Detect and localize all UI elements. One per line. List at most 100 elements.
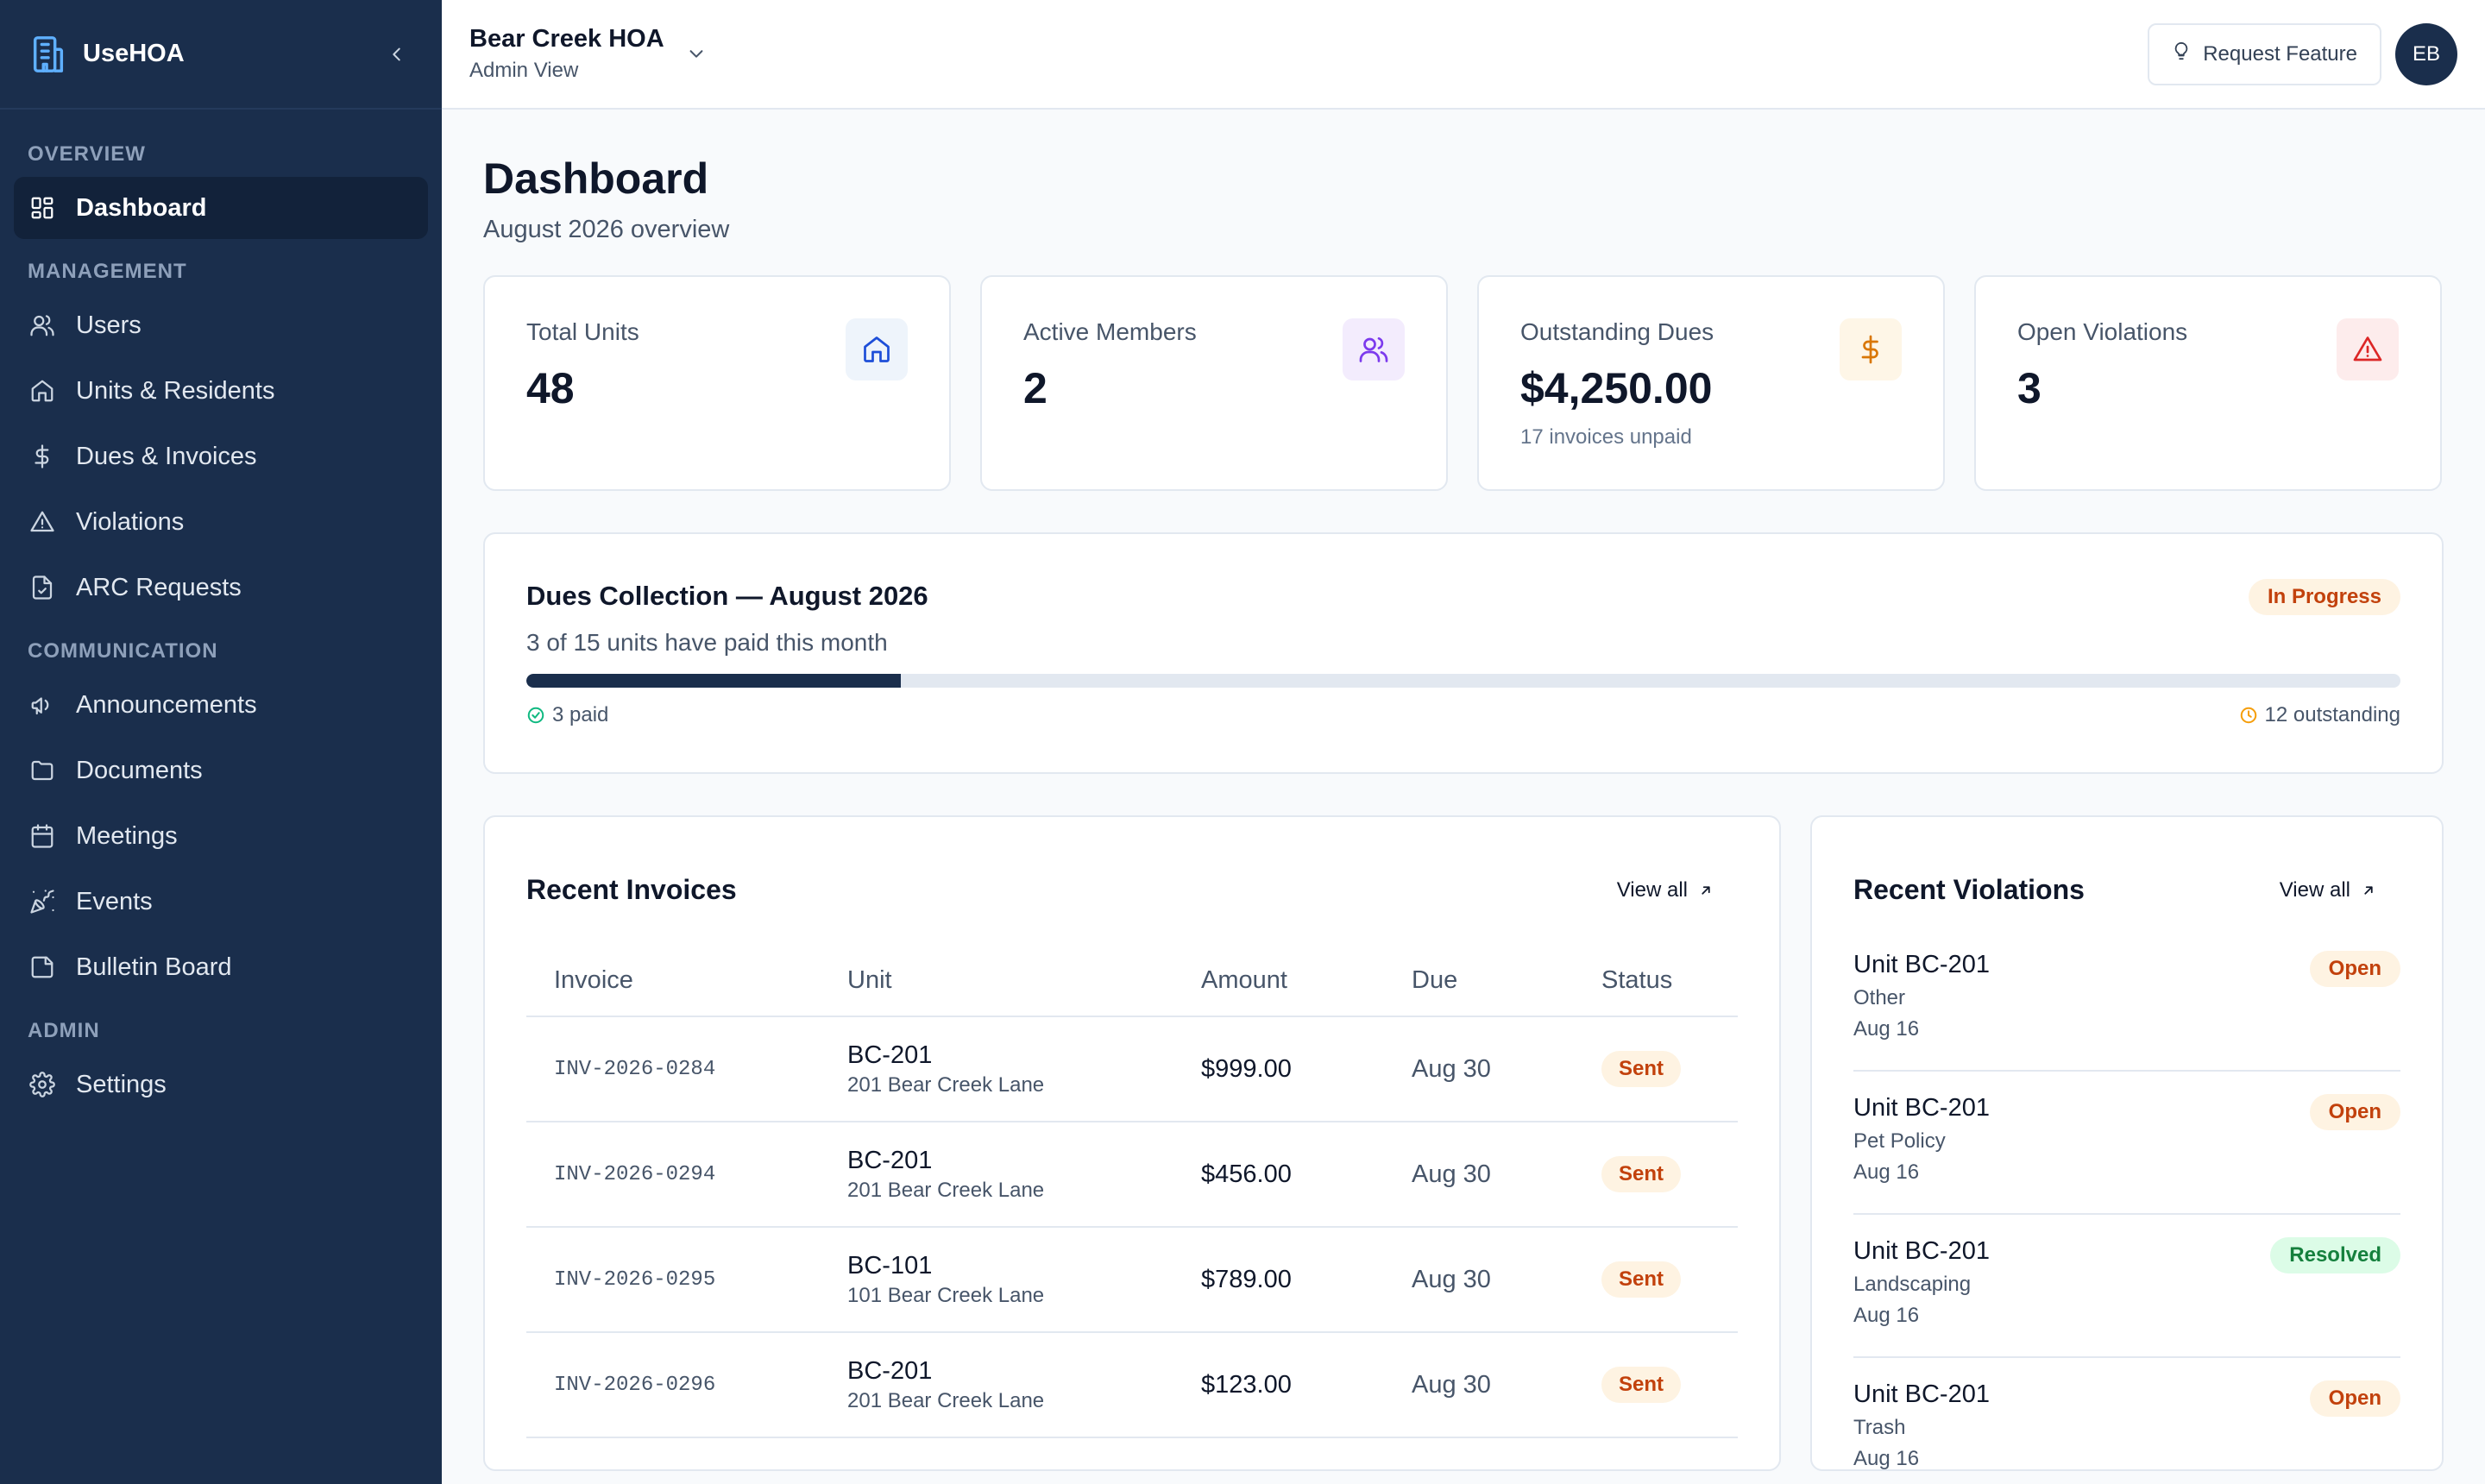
stat-value: 2 (1023, 364, 1047, 412)
view-all-label: View all (1616, 877, 1688, 902)
status-badge: Sent (1601, 1051, 1682, 1087)
collection-title: Dues Collection — August 2026 (526, 581, 928, 611)
column-header-invoice[interactable]: Invoice (526, 946, 820, 1017)
recent-invoices-card: Recent Invoices View all Invoice Unit Amou… (483, 815, 1781, 1471)
column-header-unit[interactable]: Unit (820, 946, 1173, 1017)
sidebar-item-arc-requests[interactable]: ARC Requests (14, 556, 428, 619)
outstanding-label: 12 outstanding (2264, 703, 2400, 726)
check-circle-icon (527, 707, 544, 724)
invoice-id: INV-2026-0284 (554, 1057, 716, 1081)
sidebar-item-meetings[interactable]: Meetings (14, 805, 428, 867)
invoices-view-all-link[interactable]: View all (1617, 878, 1714, 902)
request-feature-label: Request Feature (2203, 41, 2357, 66)
stat-card-outstanding-dues: Outstanding Dues $4,250.00 17 invoices unp… (1477, 275, 1945, 491)
outstanding-indicator: 12 outstanding (2239, 703, 2400, 727)
sidebar-item-dues-and-invoices[interactable]: Dues & Invoices (14, 425, 428, 487)
party-icon (28, 887, 57, 916)
unit-address: 101 Bear Creek Lane (847, 1283, 1045, 1307)
violation-unit: Unit BC-201 (1853, 1237, 1990, 1265)
violation-type: Pet Policy (1853, 1129, 1946, 1153)
stat-label: Active Members (1023, 318, 1197, 345)
calendar-icon (28, 821, 57, 851)
gear-icon (28, 1070, 57, 1099)
lightbulb-icon (2172, 41, 2191, 66)
arrow-up-right-icon (2364, 885, 2373, 895)
sticky-note-icon (28, 953, 57, 982)
list-item[interactable]: Unit BC-201 Pet Policy Aug 16 Open (1853, 1072, 2400, 1215)
sidebar-item-label: Bulletin Board (76, 953, 232, 981)
sidebar-item-label: Meetings (76, 821, 178, 850)
collection-progress-fill (526, 674, 902, 688)
invoice-due-date: Aug 30 (1412, 1160, 1491, 1188)
stat-note: 17 invoices unpaid (1520, 425, 1692, 449)
column-header-amount[interactable]: Amount (1173, 946, 1384, 1017)
unit-code: BC-101 (847, 1251, 933, 1280)
user-avatar[interactable]: EB (2395, 22, 2457, 85)
clock-icon (2240, 707, 2256, 724)
warning-icon (2337, 318, 2399, 380)
sidebar-item-users[interactable]: Users (14, 294, 428, 356)
dues-collection-card: Dues Collection — August 2026 In Progres… (483, 532, 2444, 774)
sidebar-item-dashboard[interactable]: Dashboard (14, 177, 428, 239)
stat-card-active-members: Active Members 2 (980, 275, 1448, 491)
home-icon (846, 318, 908, 380)
unit-code: BC-201 (847, 1356, 933, 1385)
stat-value: $4,250.00 (1520, 364, 1713, 412)
request-feature-button[interactable]: Request Feature (2148, 22, 2381, 85)
invoice-due-date: Aug 30 (1412, 1054, 1491, 1083)
violation-type: Landscaping (1853, 1273, 1972, 1296)
stat-value: 3 (2017, 364, 2041, 412)
sidebar-item-settings[interactable]: Settings (14, 1053, 428, 1116)
sidebar-item-label: Documents (76, 756, 203, 784)
collection-status-badge: In Progress (2248, 579, 2400, 615)
list-item[interactable]: Unit BC-201 Trash Aug 16 Open (1853, 1358, 2400, 1469)
violations-view-all-link[interactable]: View all (2280, 878, 2376, 902)
sidebar-item-label: ARC Requests (76, 573, 242, 601)
invoice-due-date: Aug 30 (1412, 1265, 1491, 1293)
table-row[interactable]: INV-2026-0284 BC-201 201 Bear Creek Lane $9… (526, 1016, 1738, 1122)
stat-card-total-units: Total Units 48 (483, 275, 951, 491)
sidebar-item-bulletin-board[interactable]: Bulletin Board (14, 936, 428, 998)
stat-card-open-violations: Open Violations 3 (1974, 275, 2442, 491)
sidebar-item-documents[interactable]: Documents (14, 739, 428, 802)
sidebar-item-events[interactable]: Events (14, 871, 428, 933)
sidebar-item-label: Users (76, 311, 142, 339)
org-switcher[interactable]: Bear Creek HOA Admin View (469, 25, 706, 83)
violation-unit: Unit BC-201 (1853, 951, 1990, 978)
page-title: Dashboard (483, 154, 709, 203)
sidebar-item-announcements[interactable]: Announcements (14, 674, 428, 736)
violation-type: Trash (1853, 1416, 1906, 1439)
dashboard-icon (28, 193, 57, 223)
status-badge: Open (2309, 1380, 2400, 1417)
stat-label: Outstanding Dues (1520, 318, 1714, 345)
sidebar-item-label: Announcements (76, 690, 257, 719)
sidebar-item-label: Dashboard (76, 193, 207, 222)
list-item[interactable]: Unit BC-201 Other Aug 16 Open (1853, 928, 2400, 1072)
status-badge: Open (2309, 951, 2400, 987)
collapse-sidebar-button[interactable] (380, 37, 414, 72)
column-header-status[interactable]: Status (1574, 946, 1738, 1017)
sidebar-item-units-and-residents[interactable]: Units & Residents (14, 360, 428, 422)
chevron-left-icon (393, 47, 400, 60)
sidebar-item-violations[interactable]: Violations (14, 491, 428, 553)
table-row[interactable]: INV-2026-0296 BC-201 201 Bear Creek Lane $1… (526, 1332, 1738, 1438)
table-row[interactable]: BC-201 (526, 1437, 1738, 1469)
invoice-id: INV-2026-0294 (554, 1162, 716, 1186)
paid-label: 3 paid (552, 703, 609, 726)
invoice-amount: $789.00 (1201, 1265, 1292, 1293)
status-badge: Resolved (2270, 1237, 2400, 1273)
top-header: Bear Creek HOA Admin View Request Featur… (442, 0, 2485, 110)
list-item[interactable]: Unit BC-201 Landscaping Aug 16 Resolved (1853, 1215, 2400, 1358)
chevron-down-icon (687, 44, 706, 67)
invoice-id: INV-2026-0296 (554, 1373, 716, 1397)
megaphone-icon (28, 690, 57, 720)
table-row[interactable]: INV-2026-0295 BC-101 101 Bear Creek Lane $7… (526, 1227, 1738, 1333)
sidebar-nav: OVERVIEW Dashboard MANAGEMENT Users Units & … (0, 110, 442, 1116)
column-header-due[interactable]: Due (1384, 946, 1574, 1017)
sidebar-item-label: Events (76, 887, 153, 915)
stat-label: Total Units (526, 318, 639, 345)
violation-date: Aug 16 (1853, 1304, 1920, 1327)
warning-icon (28, 507, 57, 537)
table-row[interactable]: INV-2026-0294 BC-201 201 Bear Creek Lane $4… (526, 1122, 1738, 1228)
sidebar-item-label: Dues & Invoices (76, 442, 257, 470)
